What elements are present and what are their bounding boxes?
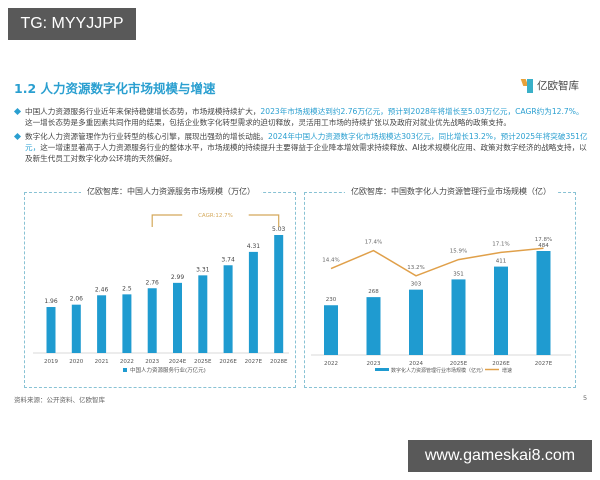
bar-value-label: 5.03: [272, 226, 286, 233]
bar-value-label: 268: [368, 289, 379, 295]
chart-panel-hr-services: 亿欧智库：中国人力资源服务市场规模（万亿） 1.96 2019 2.06 2020 2.…: [24, 186, 296, 388]
bullet-item: 中国人力资源服务行业近年来保持稳健增长态势，市场规模持续扩大，2023年市场规模…: [14, 106, 588, 128]
x-tick-label: 2026E: [219, 359, 237, 365]
bar: [366, 297, 381, 355]
page-number: 5: [583, 394, 588, 402]
x-tick-label: 2019: [44, 359, 58, 365]
bar-value-label: 2.99: [171, 274, 185, 281]
bar: [248, 251, 258, 353]
combo-chart-digital-hr: 230 2022 268 2023 303 2024 351 2025E 411 2026E 484…: [311, 237, 571, 374]
legend-label: 中国人力资源服务行业(万亿元): [130, 366, 206, 374]
bar: [198, 275, 208, 353]
x-tick-label: 2027E: [245, 359, 263, 365]
line-value-label: 17.8%: [535, 237, 552, 243]
site-watermark-badge: www.gameskai8.com: [408, 440, 592, 472]
bar: [46, 307, 56, 353]
legend-swatch-bar: [375, 368, 389, 371]
x-tick-label: 2025E: [450, 361, 468, 367]
legend-swatch: [123, 368, 127, 372]
chart-title: 亿欧智库：中国人力资源服务市场规模（万亿）: [81, 186, 261, 197]
line-value-label: 14.4%: [322, 258, 339, 264]
bullet-text: 这一增长态势是多重因素共同作用的结果，包括企业数字化转型需求的迫切释放，灵活用工…: [25, 118, 511, 127]
x-tick-label: 2022: [120, 359, 134, 365]
x-tick-label: 2023: [367, 361, 381, 367]
chart-title: 亿欧智库：中国数字化人力资源管理行业市场规模（亿）: [345, 186, 557, 197]
bullet-item: 数字化人力资源管理作为行业转型的核心引擎，展现出强劲的增长动能。2024年中国人…: [14, 131, 588, 164]
bar: [494, 266, 508, 355]
x-tick-label: 2022: [324, 361, 338, 367]
cagr-annotation: CAGR:12.7%: [198, 213, 233, 219]
summary-bullets: 中国人力资源服务行业近年来保持稳健增长态势，市场规模持续扩大，2023年市场规模…: [14, 106, 588, 167]
bar-value-label: 3.31: [196, 266, 210, 273]
x-tick-label: 2025E: [194, 359, 212, 365]
bar-value-label: 303: [411, 282, 422, 288]
bar: [451, 279, 466, 355]
bar-value-label: 411: [496, 259, 507, 265]
line-value-label: 17.4%: [365, 240, 382, 246]
x-tick-label: 2024: [409, 361, 423, 367]
x-tick-label: 2027E: [535, 361, 553, 367]
bar: [173, 282, 182, 353]
x-tick-label: 2023: [145, 359, 159, 365]
brand-logo: 亿欧智库: [520, 78, 579, 93]
bar: [147, 288, 157, 353]
x-tick-label: 2024E: [169, 359, 187, 365]
bar-value-label: 2.5: [122, 285, 132, 292]
bullet-highlight: 2023年市场规模达到约2.76万亿元，预计到2028年将增长至5.03万亿元，…: [260, 107, 584, 116]
growth-rate-line: [330, 247, 544, 277]
bar: [409, 289, 423, 355]
line-value-label: 15.9%: [450, 249, 467, 255]
bar-value-label: 2.46: [95, 286, 109, 293]
bar: [71, 304, 81, 353]
bar: [274, 235, 284, 353]
bar: [324, 305, 338, 355]
legend-label: 增速: [502, 367, 512, 374]
bar-value-label: 1.96: [44, 298, 58, 305]
bar-value-label: 2.76: [146, 279, 160, 286]
bar-value-label: 2.06: [70, 296, 84, 303]
tg-watermark-badge: TG: MYYJJPP: [8, 8, 136, 40]
logo-y-icon: [520, 78, 534, 93]
cagr-bracket-right: [248, 214, 280, 227]
bar-chart-hr-services: 1.96 2019 2.06 2020 2.46 2021 2.5 2022 2.76 2023 2…: [33, 213, 289, 374]
cagr-bracket-left: [151, 214, 183, 227]
bullet-text: 这一增速显著高于人力资源服务行业的整体水平，市场规模的持续提升主要得益于企业降本…: [25, 143, 587, 163]
bar-value-label: 351: [453, 271, 464, 277]
x-tick-label: 2020: [69, 359, 83, 365]
bar: [97, 295, 107, 353]
bar: [223, 265, 233, 353]
bar-value-label: 484: [538, 243, 549, 249]
bullet-text: 数字化人力资源管理作为行业转型的核心引擎，展现出强劲的增长动能。: [25, 132, 268, 141]
bullet-text: 中国人力资源服务行业近年来保持稳健增长态势，市场规模持续扩大，: [25, 107, 261, 116]
line-value-label: 17.1%: [492, 241, 509, 247]
x-tick-label: 2021: [95, 359, 109, 365]
bar-value-label: 230: [326, 297, 337, 303]
legend-label: 数字化人力资源管理行业市场规模（亿元）: [391, 367, 486, 374]
logo-text: 亿欧智库: [537, 80, 579, 92]
bullet-highlight: 2024年中国人力资源数字化市场规模达303亿元，同比增长13.2%，预计202…: [25, 132, 588, 152]
bar-value-label: 3.74: [221, 256, 235, 263]
source-note: 资料来源：公开资料、亿欧智库: [14, 396, 105, 404]
x-tick-label: 2026E: [492, 361, 510, 367]
bar: [122, 294, 132, 353]
x-tick-label: 2028E: [270, 359, 288, 365]
line-value-label: 13.2%: [407, 265, 424, 271]
chart-panel-digital-hr: 亿欧智库：中国数字化人力资源管理行业市场规模（亿） 230 2022 268 2023…: [304, 186, 576, 388]
bar: [536, 251, 551, 355]
bar-value-label: 4.31: [247, 243, 261, 250]
page-title: 1.2 人力资源数字化市场规模与增速: [14, 81, 216, 96]
